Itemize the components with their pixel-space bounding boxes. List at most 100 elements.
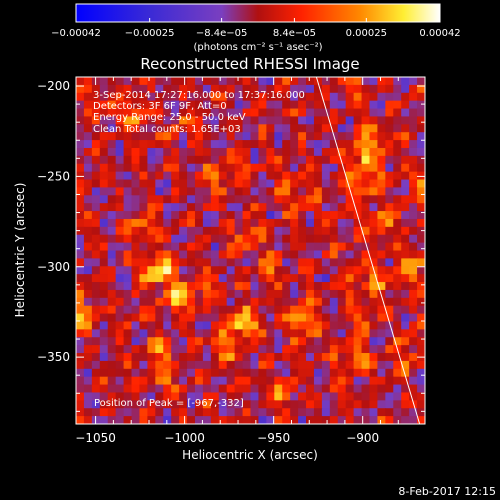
heatmap-cell: [210, 408, 220, 417]
heatmap-cell: [274, 345, 283, 354]
heatmap-cell: [290, 266, 299, 275]
heatmap-cell: [115, 132, 125, 141]
heatmap-cell: [131, 132, 141, 141]
heatmap-cell: [202, 187, 212, 196]
heatmap-cell: [115, 100, 125, 110]
heatmap-cell: [115, 408, 125, 417]
heatmap-cell: [321, 392, 331, 401]
heatmap-cell: [187, 392, 196, 401]
heatmap-cell: [401, 171, 410, 181]
heatmap-cell: [91, 203, 101, 212]
heatmap-cell: [147, 392, 156, 401]
heatmap-cell: [298, 218, 307, 228]
heatmap-cell: [290, 234, 299, 244]
heatmap-cell: [417, 108, 425, 118]
heatmap-cell: [187, 132, 196, 141]
heatmap-cell: [123, 360, 133, 370]
heatmap-cell: [202, 400, 212, 409]
heatmap-cell: [139, 242, 148, 252]
heatmap-cell: [218, 100, 228, 110]
heatmap-cell: [266, 218, 275, 228]
heatmap-cell: [210, 116, 220, 125]
heatmap-cell: [329, 305, 339, 315]
heatmap-cell: [258, 321, 267, 330]
heatmap-cell: [147, 282, 156, 291]
heatmap-cell: [194, 77, 204, 86]
heatmap-cell: [202, 305, 212, 315]
heatmap-cell: [163, 171, 172, 181]
heatmap-cell: [401, 282, 410, 291]
heatmap-cell: [401, 203, 410, 212]
heatmap-cell: [337, 376, 347, 386]
heatmap-cell: [282, 353, 291, 362]
heatmap-cell: [282, 250, 291, 259]
heatmap-cell: [91, 92, 101, 102]
heatmap-cell: [409, 100, 418, 110]
heatmap-cell: [107, 179, 117, 189]
heatmap-cell: [155, 195, 164, 204]
heatmap-cell: [282, 155, 291, 165]
heatmap-cell: [107, 400, 117, 409]
heatmap-cell: [210, 282, 220, 291]
heatmap-cell: [91, 84, 101, 94]
heatmap-cell: [361, 195, 371, 204]
heatmap-cell: [353, 92, 363, 102]
heatmap-cell: [258, 171, 267, 181]
heatmap-cell: [107, 211, 117, 220]
heatmap-cell: [76, 297, 85, 307]
heatmap-cell: [369, 179, 379, 189]
heatmap-cell: [282, 297, 291, 307]
heatmap-cell: [123, 171, 133, 181]
heatmap-cell: [321, 313, 331, 323]
heatmap-cell: [417, 392, 425, 401]
heatmap-cell: [274, 77, 283, 86]
heatmap-cell: [83, 171, 93, 181]
heatmap-cell: [290, 218, 299, 228]
heatmap-cell: [210, 266, 220, 275]
heatmap-cell: [91, 313, 101, 323]
heatmap-cell: [377, 211, 386, 220]
heatmap-cell: [115, 266, 125, 275]
heatmap-cell: [337, 297, 347, 307]
heatmap-cell: [266, 282, 275, 291]
heatmap-cell: [353, 234, 363, 244]
heatmap-cell: [226, 408, 236, 417]
heatmap-cell: [393, 282, 402, 291]
heatmap-cell: [226, 305, 236, 315]
heatmap-image: [76, 77, 425, 424]
heatmap-cell: [234, 132, 244, 141]
heatmap-cell: [210, 132, 220, 141]
heatmap-cell: [139, 171, 148, 181]
heatmap-cell: [163, 305, 172, 315]
heatmap-cell: [179, 282, 188, 291]
heatmap-cell: [377, 132, 386, 141]
heatmap-cell: [179, 187, 188, 196]
heatmap-cell: [226, 211, 236, 220]
heatmap-cell: [321, 163, 331, 173]
heatmap-cell: [131, 360, 141, 370]
heatmap-cell: [337, 392, 347, 401]
heatmap-cell: [123, 84, 133, 94]
heatmap-cell: [194, 92, 204, 102]
heatmap-cell: [385, 171, 394, 181]
heatmap-cell: [123, 384, 133, 394]
heatmap-cell: [218, 218, 228, 228]
heatmap-cell: [187, 274, 196, 283]
heatmap-cell: [417, 337, 425, 346]
heatmap-cell: [226, 155, 236, 165]
heatmap-cell: [234, 163, 244, 173]
heatmap-cell: [163, 360, 172, 370]
heatmap-cell: [234, 305, 244, 315]
heatmap-cell: [155, 187, 164, 196]
heatmap-cell: [401, 384, 410, 394]
heatmap-cell: [123, 392, 133, 401]
heatmap-cell: [131, 368, 141, 378]
heatmap-cell: [409, 297, 418, 307]
heatmap-cell: [377, 274, 386, 283]
heatmap-cell: [329, 163, 339, 173]
heatmap-cell: [337, 163, 347, 173]
heatmap-cell: [337, 360, 347, 370]
heatmap-cell: [242, 195, 252, 204]
heatmap-cell: [306, 400, 315, 409]
heatmap-cell: [401, 132, 410, 141]
